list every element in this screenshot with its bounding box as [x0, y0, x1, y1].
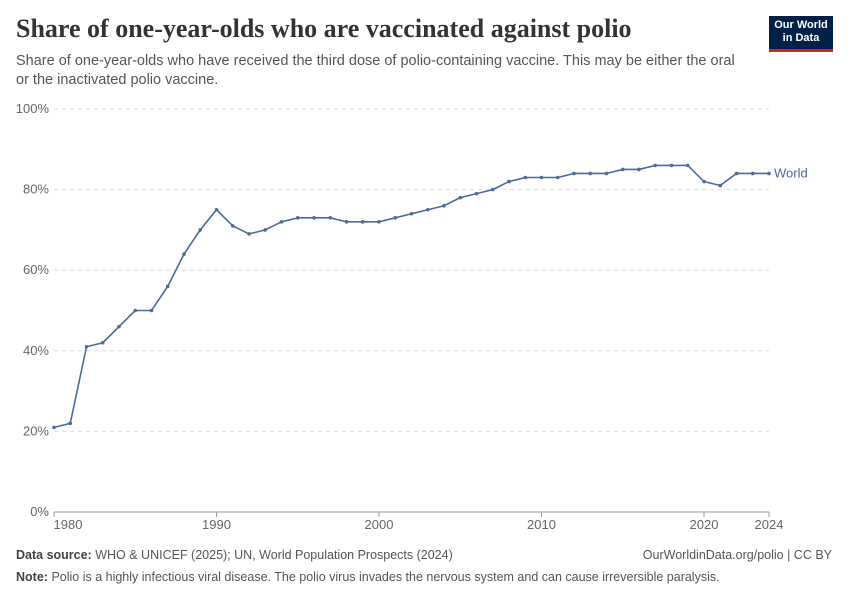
y-tick-label: 0%	[30, 504, 49, 519]
data-point	[393, 216, 398, 220]
chart-title: Share of one-year-olds who are vaccinate…	[16, 14, 632, 43]
data-point	[523, 175, 528, 180]
data-point	[84, 344, 89, 349]
data-point	[328, 216, 333, 220]
y-tick-label: 40%	[23, 343, 49, 358]
data-point	[702, 179, 706, 184]
data-point	[149, 308, 154, 313]
data-point	[263, 228, 268, 232]
data-point	[344, 220, 349, 224]
data-point	[604, 171, 609, 176]
data-point	[312, 216, 316, 220]
data-point	[247, 232, 251, 236]
data-point	[117, 324, 121, 329]
x-tick-label: 2000	[365, 517, 394, 532]
data-point	[750, 171, 755, 176]
x-tick-label: 1980	[54, 517, 83, 532]
data-point	[685, 163, 690, 168]
data-point	[490, 187, 495, 192]
data-point	[588, 171, 593, 176]
y-tick-label: 60%	[23, 262, 49, 277]
data-source: Data source: WHO & UNICEF (2025); UN, Wo…	[16, 548, 453, 562]
data-point	[52, 425, 56, 430]
data-point	[100, 340, 105, 345]
y-tick-label: 80%	[23, 182, 49, 197]
chart-subtitle: Share of one-year-olds who have received…	[16, 53, 735, 88]
source-link[interactable]: OurWorldinData.org/polio | CC BY	[642, 548, 832, 562]
data-point	[165, 284, 170, 289]
data-point	[198, 228, 203, 232]
data-point	[767, 171, 771, 176]
y-tick-label: 20%	[23, 423, 49, 438]
chart-note: Note: Polio is a highly infectious viral…	[16, 570, 720, 584]
data-point	[653, 163, 658, 168]
data-point	[539, 175, 544, 180]
x-tick-label: 2010	[527, 517, 556, 532]
data-point	[474, 191, 479, 196]
data-point	[133, 308, 138, 313]
data-point	[230, 224, 235, 228]
data-point	[295, 216, 300, 220]
data-point	[458, 195, 463, 200]
data-point	[669, 163, 674, 168]
x-tick-label: 2020	[690, 517, 719, 532]
data-point	[68, 421, 73, 426]
data-point	[572, 171, 576, 176]
data-point	[620, 167, 625, 172]
data-point	[279, 220, 284, 224]
series-line-world	[53, 164, 769, 429]
data-point	[182, 252, 186, 256]
data-point	[507, 179, 511, 184]
data-point	[442, 203, 446, 208]
data-point	[734, 171, 739, 176]
data-point	[637, 167, 641, 172]
x-tick-label: 1990	[202, 517, 231, 532]
x-tick-label: 2024	[755, 517, 784, 532]
data-point	[425, 207, 430, 212]
data-point	[409, 211, 414, 216]
data-point	[214, 207, 219, 212]
owid-logo[interactable]: Our World in Data	[769, 16, 833, 52]
data-point	[360, 220, 365, 224]
series-label-world: World	[774, 165, 808, 180]
data-point	[377, 220, 381, 224]
data-point	[718, 183, 723, 188]
data-point	[555, 175, 560, 180]
y-tick-label: 100%	[16, 101, 50, 116]
